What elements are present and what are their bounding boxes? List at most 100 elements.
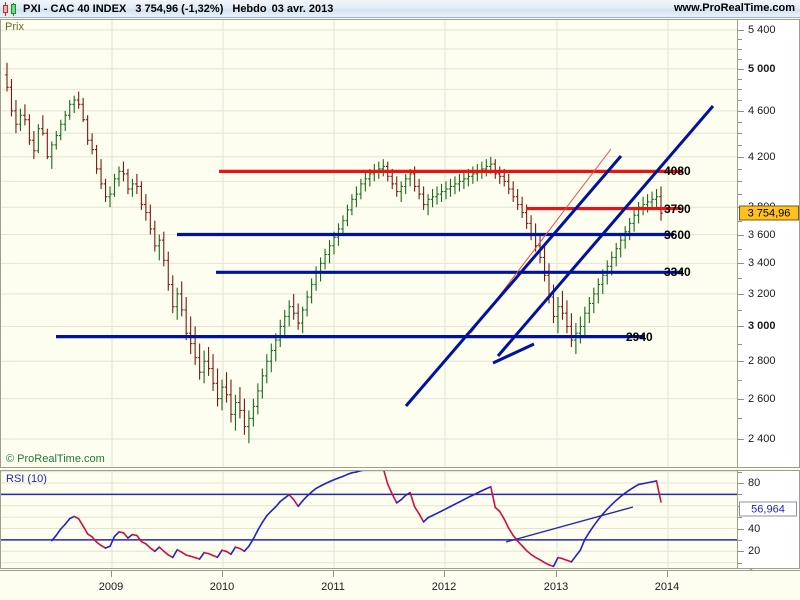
rsi-line-segment [413, 506, 420, 515]
time-tick-label: 2010 [209, 581, 235, 593]
rsi-minor-tick [738, 528, 742, 530]
rsi-line-segment [239, 547, 246, 553]
trendline [492, 342, 535, 365]
rsi-line-segment [383, 471, 389, 485]
rsi-axis[interactable]: 8040200 56,964 [738, 470, 800, 580]
rsi-line-segment [342, 473, 349, 478]
price-tick-label: 2 400 [748, 433, 776, 445]
rsi-chart-panel[interactable]: RSI (10) [0, 470, 738, 569]
price-minor-tick [738, 58, 742, 60]
rsi-line-segment [176, 548, 183, 553]
rsi-line-segment [324, 480, 331, 485]
price-level-annotation: 4080 [664, 164, 691, 179]
rsi-line-segment [328, 478, 335, 483]
price-tick-label: 3 400 [748, 257, 776, 270]
rsi-line-segment [458, 498, 465, 503]
rsi-value-flag: 56,964 [739, 501, 797, 517]
rsi-line-segment [539, 559, 546, 564]
rsi-line-segment [145, 543, 152, 549]
price-minor-tick [738, 326, 742, 328]
time-tick-label: 2013 [543, 581, 569, 593]
rsi-line-segment [100, 544, 107, 549]
rsi-line-segment [454, 501, 461, 506]
rsi-line-segment [162, 550, 170, 556]
price-tick-label: 3 200 [748, 287, 776, 300]
rsi-line-segment [149, 547, 156, 553]
rsi-line-segment [158, 546, 165, 553]
rsi-line-segment [431, 512, 438, 517]
time-tick-label: 2009 [98, 581, 124, 593]
rsi-line-segment [225, 550, 232, 556]
time-axis[interactable]: 2009 2010 2011 2012 2013 2014 [0, 570, 800, 600]
rsi-line-segment [306, 491, 313, 497]
rsi-line-segment [355, 471, 362, 473]
provider-url[interactable]: www.ProRealTime.com [673, 2, 795, 14]
rsi-line-segment [655, 480, 662, 503]
rsi-line-segment [633, 483, 640, 488]
rsi-line-segment [64, 517, 71, 526]
rsi-line-segment [601, 508, 609, 515]
rsi-line-segment [391, 493, 398, 504]
rsi-line-segment [252, 529, 259, 540]
rsi-line-segment [77, 517, 84, 527]
price-tick-label: 5 000 [748, 62, 776, 75]
watermark-label: © ProRealTime.com [6, 453, 105, 465]
price-minor-tick [738, 309, 742, 311]
rsi-line-segment [463, 496, 470, 501]
rsi-line-segment [257, 521, 264, 531]
rsi-line-segment [68, 515, 75, 520]
rsi-line-segment [476, 489, 483, 494]
rsi-line-segment [593, 518, 600, 527]
rsi-line-segment [315, 485, 322, 490]
rsi-line-segment [400, 494, 407, 501]
rsi-line-segment [113, 531, 120, 538]
rsi-minor-tick [738, 551, 742, 553]
price-minor-tick [738, 220, 742, 222]
rsi-line-segment [619, 492, 626, 498]
rsi-line-segment [86, 533, 93, 538]
price-level-annotation: 2940 [626, 329, 653, 344]
rsi-line-segment [301, 495, 308, 502]
rsi-line-segment [109, 535, 116, 548]
rsi-line-segment [310, 487, 317, 493]
rsi-line-segment [552, 556, 559, 568]
rsi-trendline [505, 506, 634, 543]
rsi-line-segment [615, 495, 622, 502]
rsi-line-segment [503, 518, 510, 530]
price-chart-panel[interactable]: Prix © ProRealTime.com 4080 3790 3600 3340 2… [0, 19, 738, 468]
rsi-line-segment [292, 498, 299, 508]
rsi-line-segment [167, 554, 174, 559]
rsi-line-segment [73, 515, 80, 520]
rsi-line-segment [82, 525, 89, 535]
rsi-line-segment [440, 508, 447, 512]
price-minor-tick [738, 68, 742, 70]
rsi-line-segment [422, 516, 429, 523]
time-tick-mark [111, 571, 112, 577]
rsi-line-segment [274, 500, 282, 508]
price-minor-tick [738, 418, 742, 420]
price-minor-tick [738, 194, 742, 196]
rsi-line-segment [266, 510, 273, 517]
rsi-line-segment [395, 498, 402, 504]
rsi-line-segment [127, 533, 134, 539]
price-minor-tick [738, 439, 742, 440]
rsi-line-segment [481, 487, 488, 492]
rsi-line-segment [140, 540, 147, 545]
time-tick-label: 2012 [431, 581, 457, 593]
rsi-tick-label: 20 [748, 545, 761, 558]
rsi-line-segment [543, 561, 550, 566]
price-minor-tick [738, 168, 742, 170]
price-minor-tick [738, 263, 742, 265]
rsi-line-segment [588, 524, 595, 534]
price-minor-tick [738, 110, 742, 112]
rsi-line-segment [427, 514, 434, 519]
rsi-line-segment [507, 527, 514, 537]
price-level-annotation: 3600 [664, 227, 691, 242]
rsi-line-segment [333, 477, 340, 481]
rsi-line-segment [248, 538, 255, 547]
price-tick-label: 2 800 [748, 355, 776, 368]
rsi-line-segment [270, 505, 277, 512]
price-minor-tick [738, 39, 742, 41]
price-minor-tick [738, 398, 742, 400]
